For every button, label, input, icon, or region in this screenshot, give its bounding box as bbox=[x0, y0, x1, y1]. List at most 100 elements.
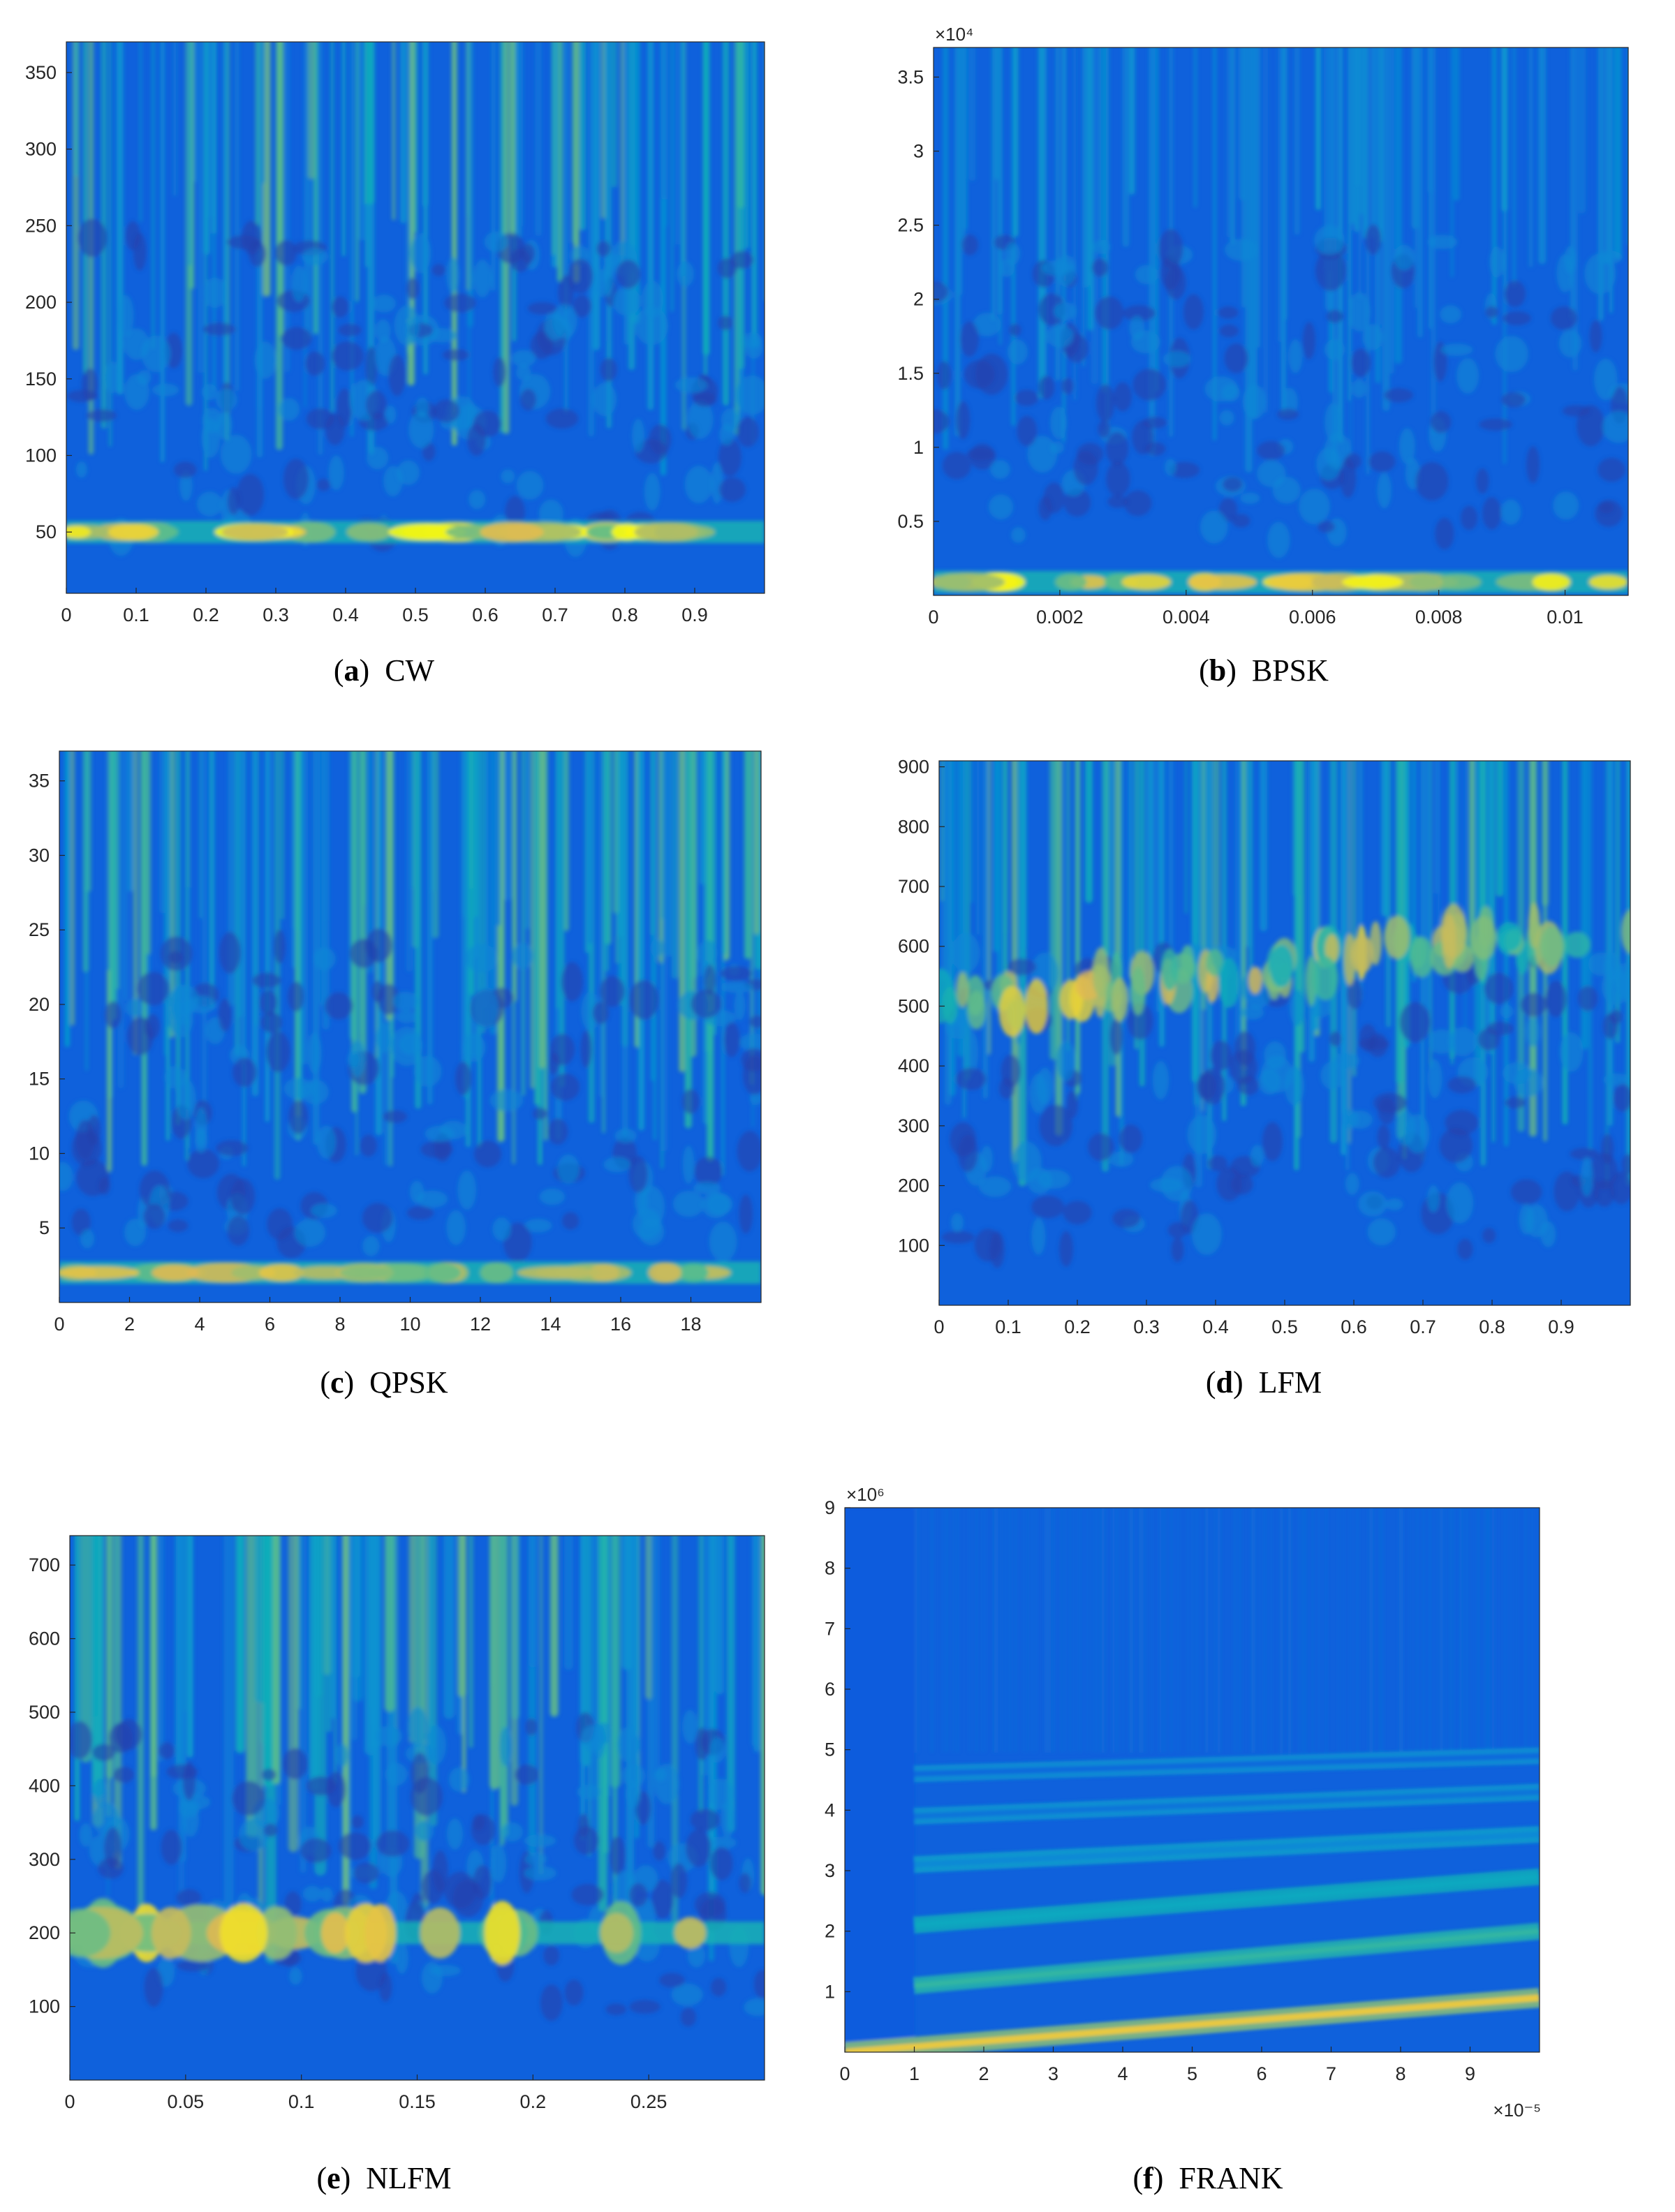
heatmap-texture bbox=[306, 1776, 337, 1796]
heatmap-texture bbox=[1415, 462, 1449, 501]
heatmap-stripe bbox=[1264, 1508, 1267, 1753]
heatmap-texture bbox=[1225, 239, 1258, 261]
heatmap-texture bbox=[552, 304, 577, 339]
heatmap-texture bbox=[1316, 447, 1341, 481]
heatmap-streak bbox=[423, 42, 428, 375]
y-tick-label: 5 bbox=[39, 1217, 50, 1238]
y-tick-label: 350 bbox=[25, 62, 57, 83]
x-tick-label: 0 bbox=[928, 607, 938, 628]
heatmap-stripe bbox=[1313, 1508, 1315, 1753]
heatmap-stripe bbox=[1435, 1508, 1437, 1753]
heatmap-stripe bbox=[1453, 1508, 1455, 1753]
heatmap-texture bbox=[331, 296, 349, 318]
heatmap-streak bbox=[1389, 47, 1394, 374]
heatmap-stripe bbox=[1158, 1508, 1160, 1753]
heatmap-texture bbox=[1088, 1133, 1114, 1161]
heatmap-stripe bbox=[1460, 1508, 1462, 1753]
heatmap-texture bbox=[394, 305, 420, 346]
heatmap-stripe bbox=[1488, 1508, 1490, 1753]
heatmap-streak bbox=[603, 751, 610, 972]
heatmap-texture bbox=[1119, 1124, 1143, 1153]
heatmap-texture bbox=[1457, 1238, 1473, 1260]
heatmap-texture bbox=[196, 491, 223, 517]
heatmap-texture bbox=[421, 1961, 443, 1994]
heatmap-texture bbox=[1158, 229, 1183, 269]
heatmap-stripe bbox=[1379, 1508, 1381, 1753]
heatmap-texture bbox=[1482, 1228, 1496, 1243]
heatmap-texture bbox=[406, 1205, 434, 1220]
heatmap-texture bbox=[1460, 505, 1478, 530]
heatmap-stripe bbox=[1429, 1508, 1431, 1753]
heatmap-streak bbox=[235, 42, 239, 392]
heatmap-streak bbox=[428, 1536, 432, 1754]
x-tick-label: 0.7 bbox=[542, 604, 568, 625]
heatmap-texture bbox=[999, 258, 1014, 277]
heatmap-texture bbox=[1348, 292, 1371, 332]
heatmap-stripe bbox=[1290, 1508, 1292, 1753]
heatmap-texture bbox=[557, 1154, 580, 1185]
heatmap-texture bbox=[631, 418, 645, 453]
heatmap-stripe bbox=[994, 1508, 996, 1753]
heatmap-texture bbox=[1310, 994, 1332, 1018]
heatmap-stripe bbox=[1486, 1508, 1488, 1753]
heatmap-texture bbox=[376, 1830, 410, 1857]
heatmap-streak bbox=[1146, 761, 1155, 960]
heatmap-texture bbox=[934, 409, 950, 434]
heatmap-band bbox=[70, 1898, 765, 1968]
heatmap-texture bbox=[1341, 1108, 1359, 1130]
heatmap-streak bbox=[367, 751, 374, 974]
heatmap-texture bbox=[644, 473, 661, 511]
heatmap-streak bbox=[671, 751, 679, 979]
heatmap-streak bbox=[451, 42, 457, 446]
heatmap-stripe bbox=[993, 1508, 995, 1753]
heatmap-stripe bbox=[1035, 1508, 1037, 1753]
heatmap-stripe bbox=[942, 1508, 944, 1753]
y-tick-label: 100 bbox=[898, 1235, 929, 1256]
y-tick-label: 35 bbox=[29, 771, 50, 792]
heatmap-texture bbox=[202, 322, 236, 336]
heatmap-streak bbox=[281, 751, 284, 919]
heatmap-texture bbox=[385, 406, 397, 424]
heatmap-streak bbox=[995, 47, 998, 180]
heatmap-texture bbox=[1277, 408, 1299, 420]
heatmap-texture bbox=[1061, 378, 1074, 394]
y-tick-label: 250 bbox=[25, 215, 57, 236]
heatmap-texture bbox=[216, 1140, 249, 1157]
heatmap-texture bbox=[739, 1873, 751, 1893]
heatmap-stripe bbox=[1382, 1508, 1384, 1753]
heatmap-texture bbox=[1091, 258, 1109, 277]
heatmap-stripe bbox=[1122, 1508, 1124, 1753]
heatmap-texture bbox=[1315, 250, 1347, 291]
heatmap-streak bbox=[1260, 761, 1268, 932]
heatmap-texture bbox=[1526, 446, 1540, 484]
heatmap-texture bbox=[1613, 1084, 1630, 1112]
heatmap-texture bbox=[385, 1762, 408, 1786]
heatmap-texture bbox=[592, 1002, 609, 1025]
x-tick-label: 0.2 bbox=[193, 604, 219, 625]
heatmap-texture bbox=[653, 1841, 665, 1861]
heatmap-texture bbox=[410, 232, 431, 274]
heatmap-streak bbox=[700, 751, 706, 885]
y-tick-label: 300 bbox=[25, 139, 57, 160]
heatmap-texture bbox=[446, 257, 460, 293]
heatmap-texture bbox=[1562, 405, 1591, 417]
heatmap-texture bbox=[366, 390, 387, 420]
heatmap-stripe bbox=[1318, 1508, 1320, 1753]
heatmap-texture bbox=[635, 306, 669, 346]
heatmap-streak bbox=[1609, 47, 1613, 313]
heatmap-texture bbox=[511, 350, 536, 367]
heatmap-streak bbox=[503, 751, 511, 900]
heatmap-streak bbox=[198, 42, 202, 373]
heatmap-texture bbox=[444, 1871, 477, 1909]
heatmap-texture bbox=[568, 258, 593, 294]
heatmap-texture bbox=[1187, 1115, 1217, 1155]
y-tick-label: 100 bbox=[25, 445, 57, 466]
heatmap-texture bbox=[1394, 244, 1415, 271]
heatmap-texture bbox=[133, 232, 147, 271]
heatmap-streak bbox=[1222, 761, 1227, 1122]
heatmap-texture bbox=[182, 1803, 199, 1837]
heatmap-texture bbox=[282, 1748, 308, 1780]
heatmap-streak bbox=[364, 42, 368, 205]
heatmap-texture bbox=[203, 277, 226, 309]
